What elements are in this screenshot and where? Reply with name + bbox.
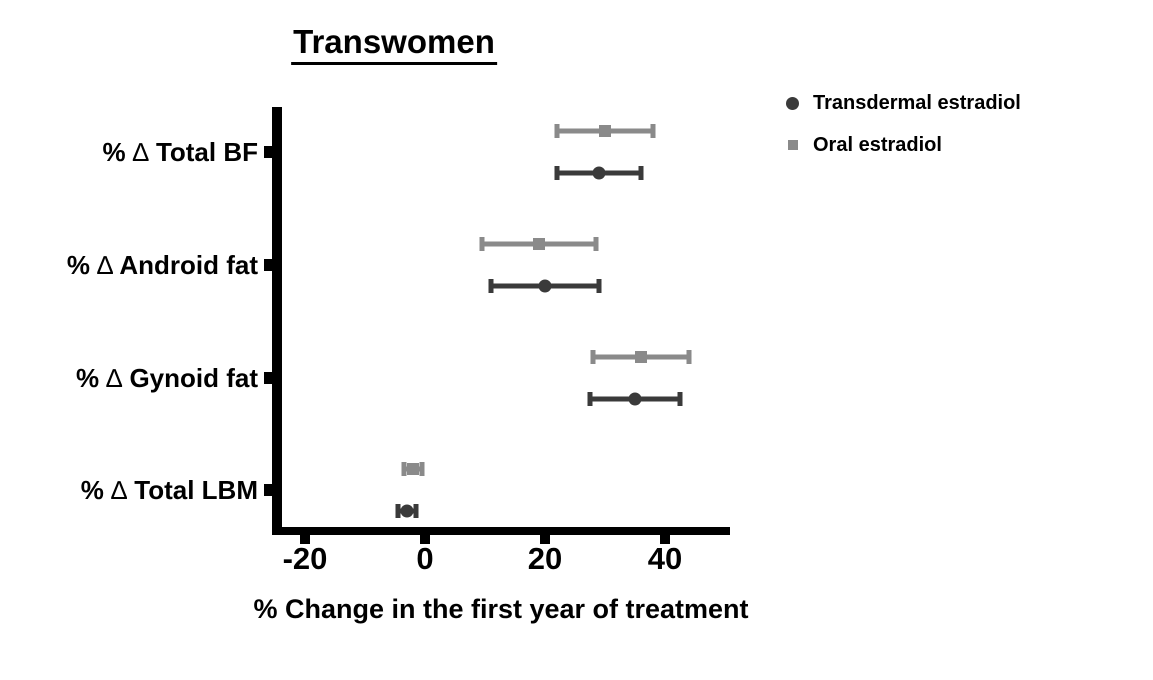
y-tick-android-fat — [264, 259, 272, 271]
delta-symbol: ∆ — [111, 475, 128, 505]
marker-square-oral-estradiol-android-fat — [533, 238, 545, 250]
error-cap-low-oral-estradiol-gynoid-fat — [590, 350, 596, 364]
error-cap-low-oral-estradiol-total-bf — [554, 124, 560, 138]
error-cap-low-transdermal-estradiol-android-fat — [488, 279, 494, 293]
legend-entry-transdermal: Transdermal estradiol — [786, 90, 1021, 116]
x-tick-label-40: 40 — [647, 541, 683, 576]
category-label-total-lbm: % ∆ Total LBM — [80, 475, 258, 505]
y-tick-gynoid-fat — [264, 372, 272, 384]
category-label-gynoid-fat: % ∆ Gynoid fat — [75, 363, 258, 393]
delta-symbol: ∆ — [132, 137, 149, 167]
category-label-android-fat: % ∆ Android fat — [66, 250, 258, 280]
x-tick--20 — [300, 535, 310, 544]
error-cap-high-transdermal-estradiol-gynoid-fat — [677, 392, 683, 406]
x-tick-40 — [660, 535, 670, 544]
x-tick-0 — [420, 535, 430, 544]
marker-circle-transdermal-estradiol-android-fat — [538, 279, 552, 293]
legend-entry-oral: Oral estradiol — [786, 132, 1021, 158]
marker-circle-transdermal-estradiol-gynoid-fat — [628, 392, 642, 406]
y-tick-total-lbm — [264, 484, 272, 496]
x-axis-line — [272, 527, 730, 535]
x-tick-20 — [540, 535, 550, 544]
chart-title: Transwomen — [291, 24, 497, 65]
legend-label-oral: Oral estradiol — [813, 133, 942, 156]
y-tick-total-bf — [264, 146, 272, 158]
error-cap-low-oral-estradiol-android-fat — [479, 237, 485, 251]
error-cap-high-oral-estradiol-android-fat — [593, 237, 599, 251]
marker-circle-transdermal-estradiol-total-bf — [592, 166, 606, 180]
error-cap-high-transdermal-estradiol-total-bf — [638, 166, 644, 180]
error-cap-high-oral-estradiol-total-bf — [650, 124, 656, 138]
x-axis-title: % Change in the first year of treatment — [253, 594, 749, 624]
error-cap-low-oral-estradiol-total-lbm — [401, 462, 407, 476]
legend: Transdermal estradiol Oral estradiol — [786, 90, 1021, 158]
error-cap-high-transdermal-estradiol-android-fat — [596, 279, 602, 293]
x-tick-label-20: 20 — [527, 541, 563, 576]
y-axis-line — [272, 107, 282, 535]
error-cap-low-transdermal-estradiol-total-lbm — [395, 504, 401, 518]
marker-square-oral-estradiol-gynoid-fat — [635, 351, 647, 363]
x-tick-label-neg20: -20 — [282, 541, 328, 576]
error-cap-low-transdermal-estradiol-gynoid-fat — [587, 392, 593, 406]
marker-square-oral-estradiol-total-bf — [599, 125, 611, 137]
marker-circle-transdermal-estradiol-total-lbm — [400, 504, 414, 518]
circle-marker-icon — [786, 96, 799, 110]
marker-square-oral-estradiol-total-lbm — [407, 463, 419, 475]
square-marker-icon — [788, 140, 798, 150]
error-cap-high-oral-estradiol-total-lbm — [419, 462, 425, 476]
error-cap-high-transdermal-estradiol-total-lbm — [413, 504, 419, 518]
legend-label-transdermal: Transdermal estradiol — [813, 91, 1021, 114]
delta-symbol: ∆ — [97, 250, 114, 280]
category-label-total-bf: % ∆ Total BF — [102, 137, 258, 167]
x-tick-label-0: 0 — [416, 541, 434, 576]
error-cap-low-transdermal-estradiol-total-bf — [554, 166, 560, 180]
delta-symbol: ∆ — [106, 363, 123, 393]
error-cap-high-oral-estradiol-gynoid-fat — [686, 350, 692, 364]
